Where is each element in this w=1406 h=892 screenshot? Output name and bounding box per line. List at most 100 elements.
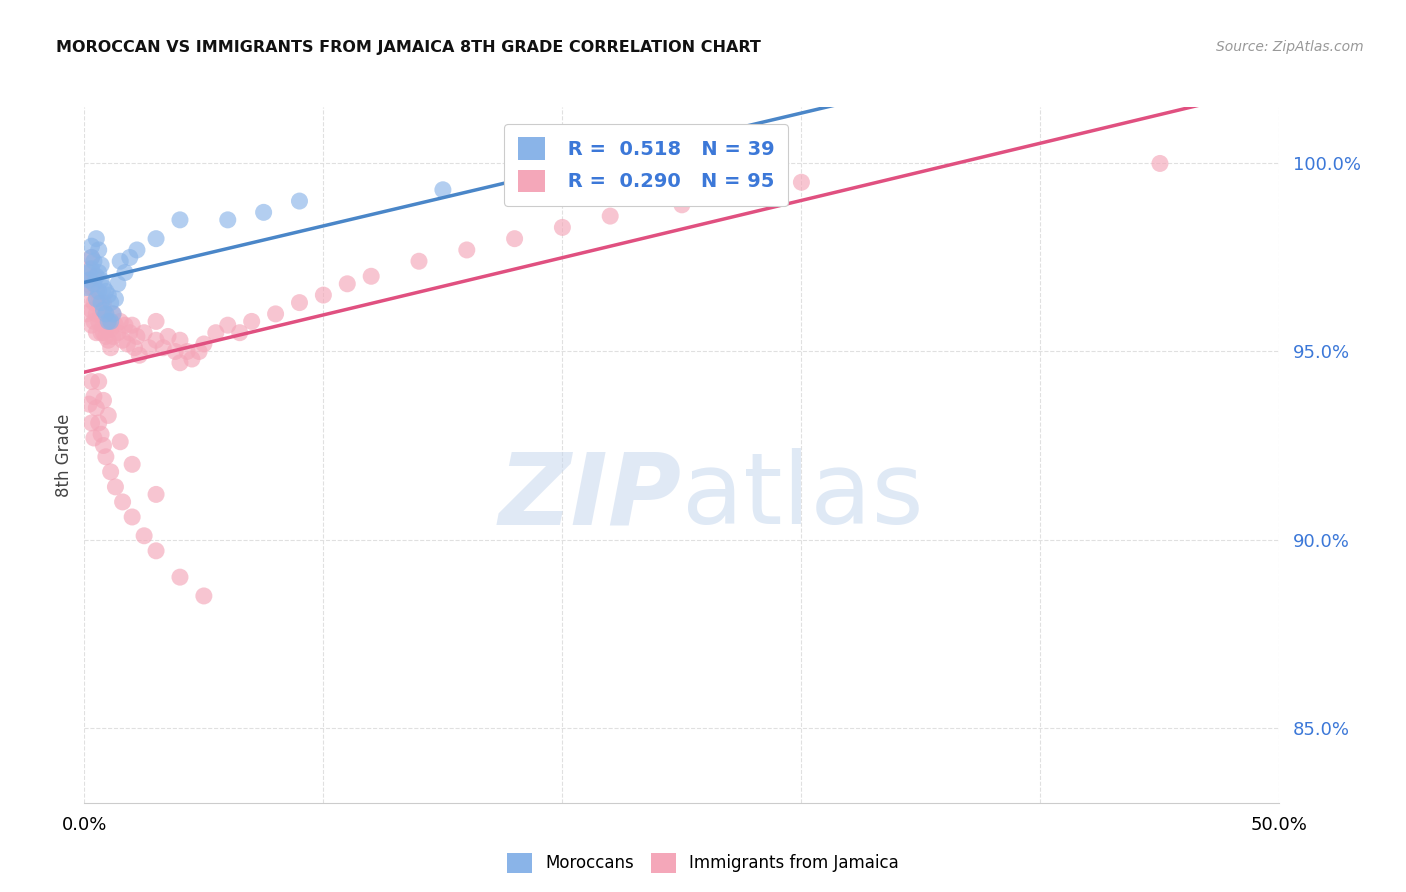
Point: [111, 495, 134, 509]
Point: [83, 269, 105, 284]
Point: [94, 329, 117, 343]
Point: [90, 258, 112, 272]
Point: [86, 326, 108, 340]
Point: [181, 351, 204, 366]
Legend:  R =  0.518   N = 39,  R =  0.290   N = 95: R = 0.518 N = 39, R = 0.290 N = 95: [505, 124, 787, 205]
Point: [93, 318, 115, 333]
Point: [360, 269, 382, 284]
Point: [93, 303, 115, 318]
Point: [193, 589, 215, 603]
Point: [503, 232, 526, 246]
Point: [176, 344, 198, 359]
Point: [87, 314, 110, 328]
Point: [107, 326, 129, 340]
Point: [97, 314, 120, 328]
Point: [169, 333, 191, 347]
Point: [718, 186, 741, 201]
Point: [432, 183, 454, 197]
Point: [87, 266, 110, 280]
Point: [80, 416, 103, 430]
Point: [110, 434, 132, 449]
Point: [132, 326, 156, 340]
Point: [77, 266, 100, 280]
Point: [1149, 156, 1171, 170]
Point: [100, 322, 122, 336]
Point: [90, 295, 112, 310]
Point: [80, 239, 103, 253]
Point: [117, 337, 139, 351]
Point: [101, 307, 124, 321]
Point: [93, 295, 115, 310]
Point: [169, 356, 191, 370]
Point: [217, 318, 239, 333]
Point: [86, 307, 108, 321]
Point: [125, 243, 148, 257]
Point: [87, 375, 110, 389]
Point: [408, 254, 430, 268]
Point: [94, 307, 117, 321]
Point: [83, 254, 105, 268]
Point: [138, 341, 160, 355]
Point: [157, 329, 180, 343]
Point: [145, 333, 167, 347]
Point: [671, 168, 693, 182]
Point: [83, 390, 105, 404]
Point: [336, 277, 359, 291]
Point: [599, 209, 621, 223]
Point: [205, 326, 228, 340]
Y-axis label: 8th Grade: 8th Grade: [55, 413, 73, 497]
Point: [188, 344, 211, 359]
Point: [229, 326, 252, 340]
Point: [312, 288, 335, 302]
Point: [118, 251, 141, 265]
Point: [80, 318, 103, 333]
Point: [90, 273, 112, 287]
Point: [90, 326, 112, 340]
Point: [165, 344, 187, 359]
Point: [86, 292, 108, 306]
Point: [100, 295, 122, 310]
Point: [169, 570, 191, 584]
Point: [90, 427, 112, 442]
Point: [169, 212, 191, 227]
Text: MOROCCAN VS IMMIGRANTS FROM JAMAICA 8TH GRADE CORRELATION CHART: MOROCCAN VS IMMIGRANTS FROM JAMAICA 8TH …: [56, 40, 761, 55]
Point: [80, 280, 103, 294]
Point: [101, 307, 124, 321]
Point: [87, 243, 110, 257]
Point: [83, 314, 105, 328]
Point: [288, 295, 311, 310]
Point: [101, 329, 124, 343]
Point: [100, 465, 122, 479]
Point: [87, 295, 110, 310]
Point: [80, 251, 103, 265]
Point: [104, 480, 127, 494]
Point: [76, 307, 98, 321]
Point: [145, 544, 167, 558]
Point: [76, 277, 98, 291]
Point: [77, 273, 100, 287]
Point: [83, 277, 105, 291]
Point: [87, 285, 110, 299]
Point: [97, 288, 120, 302]
Point: [121, 510, 143, 524]
Point: [86, 232, 108, 246]
Point: [104, 292, 127, 306]
Point: [97, 314, 120, 328]
Legend: Moroccans, Immigrants from Jamaica: Moroccans, Immigrants from Jamaica: [501, 847, 905, 880]
Point: [80, 303, 103, 318]
Text: Source: ZipAtlas.com: Source: ZipAtlas.com: [1216, 40, 1364, 54]
Point: [77, 397, 100, 411]
Point: [217, 212, 239, 227]
Point: [790, 175, 813, 189]
Point: [87, 416, 110, 430]
Point: [100, 341, 122, 355]
Point: [97, 409, 120, 423]
Point: [104, 318, 127, 333]
Point: [111, 333, 134, 347]
Point: [83, 295, 105, 310]
Point: [90, 307, 112, 321]
Point: [145, 314, 167, 328]
Point: [93, 438, 115, 452]
Point: [132, 529, 156, 543]
Point: [456, 243, 478, 257]
